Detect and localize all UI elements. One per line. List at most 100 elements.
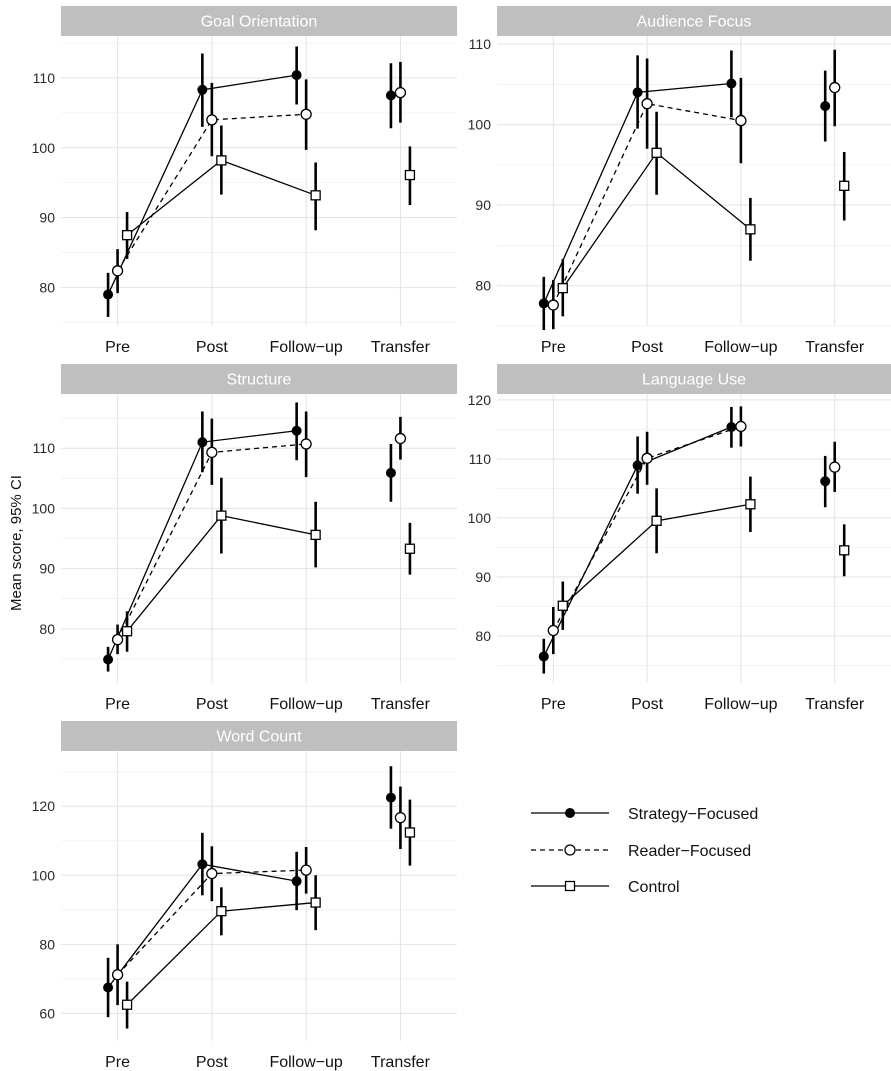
y-tick-label: 90 [475,197,491,213]
x-tick-label: Follow−up [269,696,342,713]
series-control-point [121,626,133,637]
y-tick-label: 100 [32,867,56,883]
legend-point [564,880,576,892]
panel-title: Audience Focus [637,14,752,31]
y-tick-label: 110 [33,440,56,456]
series-reader-focused-point [394,811,407,824]
panel-goal-orientation: Goal Orientation 80 90 100 110 Pre Post Follow−… [32,6,457,356]
y-tick-label: 80 [39,280,55,296]
x-tick-label: Pre [105,339,130,356]
x-tick-label: Post [196,1054,229,1071]
series-control-point [310,897,321,908]
series-reader-focused-point [641,452,653,464]
x-tick-label: Post [631,339,664,356]
y-tick-label: 120 [32,798,56,814]
series-control [121,799,416,1029]
series-control-point [216,510,227,521]
series-strategy-focused-point [385,90,396,101]
series-strategy-focused [103,766,396,1018]
series-reader-focused [547,49,841,330]
series-reader-focused-point [735,420,747,433]
series-control [557,111,850,317]
series-reader-focused-point [829,81,841,94]
series-control [557,476,850,630]
series-control [121,125,416,259]
series-reader-focused-point [394,432,407,445]
panel-strip [61,6,457,36]
series-line [552,102,742,306]
x-tick-label: Follow−up [269,1054,342,1071]
series-strategy-focused-point [103,982,114,993]
legend-label: Reader−Focused [628,843,751,860]
series-reader-focused-point [829,461,841,473]
series-line [552,425,742,631]
series-reader-focused-point [300,438,312,450]
series-control [121,477,416,652]
legend-label: Strategy−Focused [628,806,758,823]
series-control-point [121,999,133,1010]
y-tick-label: 100 [32,500,56,516]
series-control-point [404,543,416,554]
series-reader-focused-point [735,114,747,127]
series-reader-focused-point [206,867,218,880]
series-strategy-focused-point [632,460,643,471]
y-tick-label: 110 [469,451,492,467]
y-tick-label: 100 [468,510,492,526]
series-strategy-focused-point [726,78,737,89]
series-strategy-focused-point [103,654,114,665]
series-reader-focused [111,61,407,294]
panel-strip [497,364,891,394]
x-tick-label: Follow−up [704,696,777,713]
y-tick-label: 110 [33,70,56,86]
x-tick-label: Transfer [371,696,431,713]
y-tick-label: 80 [475,278,491,294]
y-tick-label: 90 [475,569,491,585]
panel-language-use: Language Use 80 90 100 110 120 Pre Post Follow−u… [468,364,891,713]
y-tick-label: 100 [468,117,492,133]
series-reader-focused-point [206,446,218,459]
series-control-point [745,499,756,510]
series-strategy-focused-point [820,476,831,487]
series-control-point [745,224,756,235]
x-tick-label: Pre [541,696,566,713]
series-reader-focused [111,411,407,655]
x-tick-label: Transfer [371,1054,431,1071]
panel-strip [61,364,457,394]
panel-word-count: Word Count 60 80 100 120 Pre Post Follow−up Tran… [32,721,457,1071]
series-strategy-focused-point [103,289,114,300]
series-reader-focused [111,786,407,1006]
series-reader-focused-point [300,864,312,876]
series-control-point [404,169,416,181]
legend-entry-reader-focused: Reader−Focused [531,843,751,860]
series-strategy-focused-point [197,859,208,870]
series-reader-focused-point [206,114,218,126]
series-control-point [839,545,850,556]
series-strategy-focused-point [385,467,396,478]
x-tick-label: Transfer [805,696,865,713]
y-tick-label: 80 [39,936,55,952]
panel-structure: Structure 80 90 100 110 Pre Post Follow−up Trans… [32,364,457,713]
series-control-point [121,230,133,241]
panel-audience-focus: Audience Focus 80 90 100 110 Pre Post Follow−up… [468,6,891,356]
panel-title: Word Count [216,729,302,746]
series-reader-focused-point [394,86,407,99]
series-strategy-focused [103,46,396,317]
series-reader-focused [547,406,841,655]
y-tick-label: 90 [39,561,55,577]
y-tick-label: 120 [468,392,492,408]
legend-point [564,844,576,856]
x-tick-label: Transfer [371,339,431,356]
series-control-point [651,147,662,158]
legend-entry-control: Control [531,879,680,896]
series-strategy-focused-point [538,298,549,309]
panel-strip [497,6,891,36]
series-control-point [310,190,321,201]
series-strategy-focused [103,402,396,672]
series-reader-focused-point [641,98,653,110]
legend-label: Control [628,879,680,896]
panel-strip [61,721,457,751]
series-strategy-focused-point [291,425,302,436]
series-control-point [839,180,850,191]
series-control-point [216,155,227,166]
